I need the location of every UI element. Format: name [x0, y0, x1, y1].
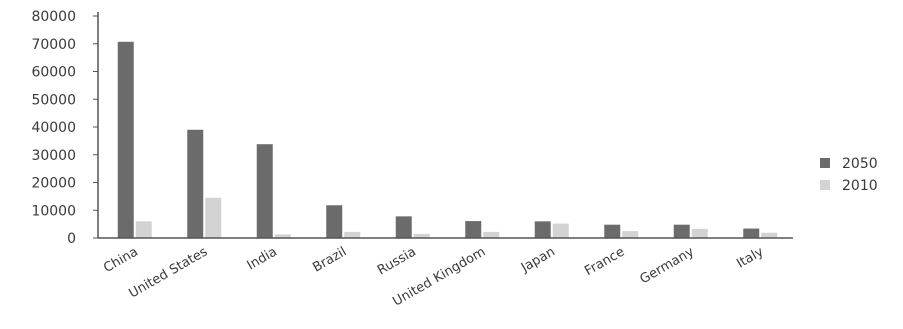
x-tick-label: United States [127, 244, 211, 301]
legend-label-2050: 2050 [842, 156, 878, 172]
bar-2050-france [604, 224, 621, 238]
x-tick-label: France [582, 244, 627, 279]
bar-2010-india [274, 234, 291, 238]
bar-2050-united-states [187, 129, 204, 238]
legend-label-2010: 2010 [842, 178, 878, 194]
bar-2010-china [135, 221, 152, 238]
x-tick-label: Russia [375, 244, 419, 278]
y-tick-label: 80000 [31, 9, 76, 25]
bar-2050-russia [395, 216, 412, 238]
bar-2010-brazil [344, 231, 361, 238]
legend-swatch-2010 [820, 180, 830, 190]
legend: 2050 2010 [820, 156, 878, 194]
y-tick-label: 60000 [31, 65, 76, 81]
y-tick-label: 0 [67, 231, 76, 247]
x-tick-label: Brazil [310, 244, 349, 275]
bar-2010-italy [761, 232, 778, 238]
x-tick-label: Italy [734, 244, 766, 271]
y-tick-label: 40000 [31, 120, 76, 136]
x-tick-label: India [245, 244, 280, 273]
legend-swatch-2050 [820, 158, 830, 168]
bar-2050-brazil [326, 205, 343, 238]
x-tick-label: Germany [637, 244, 697, 287]
y-tick-label: 30000 [31, 148, 76, 164]
x-tick-label: China [101, 244, 141, 276]
bar-2010-germany [691, 228, 708, 238]
bar-2010-united-kingdom [483, 231, 500, 238]
bar-2010-united-states [205, 197, 222, 238]
bars [117, 41, 778, 239]
bar-2050-india [256, 144, 273, 238]
bar-2050-italy [743, 228, 760, 238]
bar-2010-japan [552, 223, 569, 238]
bar-2050-united-kingdom [465, 221, 482, 238]
y-tick-label: 10000 [31, 203, 76, 219]
bar-2050-china [117, 41, 134, 239]
y-tick-label: 50000 [31, 92, 76, 108]
bar-2050-japan [534, 221, 551, 238]
y-axis: 0 10000 20000 30000 40000 50000 60000 70000 8000… [31, 9, 99, 247]
y-tick-label: 70000 [31, 37, 76, 53]
bar-2010-france [622, 231, 639, 238]
bar-2010-russia [413, 233, 430, 238]
x-tick-label: Japan [518, 244, 558, 276]
y-tick-label: 20000 [31, 176, 76, 192]
bar-2050-germany [673, 224, 690, 238]
